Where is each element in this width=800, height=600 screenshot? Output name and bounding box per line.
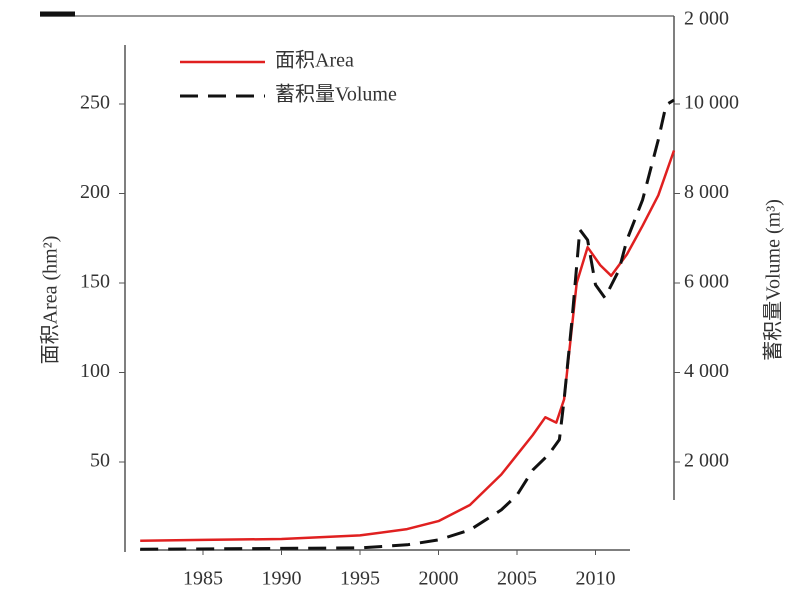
y-tick-label: 250 xyxy=(80,92,110,114)
y2-axis-title: 蓄积量Volume (m³) xyxy=(762,199,785,361)
y-tick-label: 150 xyxy=(80,271,110,293)
y2-tick-label: 2 000 xyxy=(684,450,729,472)
x-tick-label: 1985 xyxy=(183,568,223,590)
series-line xyxy=(140,150,676,543)
y-axis-title: 面积Area (hm²) xyxy=(39,236,62,365)
x-tick-label: 2010 xyxy=(576,568,616,590)
x-tick-label: 2000 xyxy=(419,568,459,590)
y2-tick-label: 10 000 xyxy=(684,92,739,114)
x-tick-label: 2005 xyxy=(497,568,537,590)
y2-tick-label: 8 000 xyxy=(684,181,729,203)
y-tick-label: 50 xyxy=(90,450,110,472)
legend-label: 蓄积量Volume xyxy=(275,83,397,106)
y2-tick-label: 4 000 xyxy=(684,360,729,382)
x-tick-label: 1990 xyxy=(262,568,302,590)
series-line xyxy=(140,98,675,551)
annotation: 2 000 xyxy=(684,8,729,30)
y2-tick-label: 6 000 xyxy=(684,271,729,293)
y-tick-label: 200 xyxy=(80,181,110,203)
x-tick-label: 1995 xyxy=(340,568,380,590)
legend-label: 面积Area xyxy=(275,49,354,72)
y-tick-label: 100 xyxy=(80,360,110,382)
